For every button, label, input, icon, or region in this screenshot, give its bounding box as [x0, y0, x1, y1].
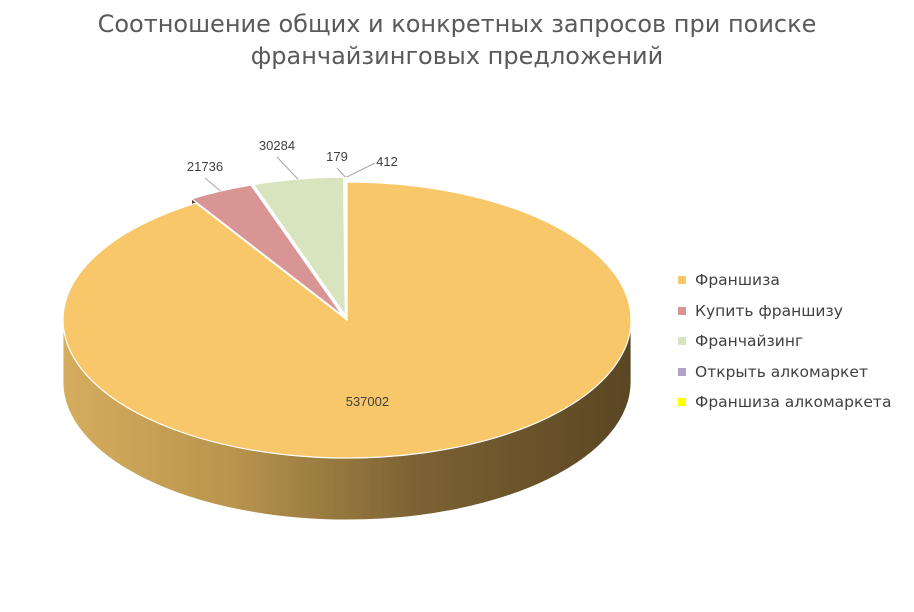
- chart-title-line-1: Соотношение общих и конкретных запросов …: [97, 10, 817, 38]
- data-label: 179: [326, 149, 348, 164]
- legend-label: Франшиза алкомаркета: [695, 393, 892, 412]
- legend-label: Франчайзинг: [695, 332, 804, 351]
- legend-item-franshiza: Франшиза: [678, 265, 891, 296]
- pie-slice: [62, 181, 632, 459]
- data-label: 537002: [346, 394, 389, 409]
- legend-item-franshiza-alkomarketa: Франшиза алкомаркета: [678, 387, 891, 418]
- legend-swatch: [678, 337, 686, 346]
- legend-swatch: [678, 306, 686, 315]
- leader-line: [346, 162, 376, 178]
- legend: Франшиза Купить франшизу Франчайзинг Отк…: [678, 265, 891, 418]
- chart-title: Соотношение общих и конкретных запросов …: [0, 8, 914, 72]
- legend-item-franchayzing: Франчайзинг: [678, 326, 891, 357]
- chart-title-line-2: франчайзинговых предложений: [250, 42, 664, 70]
- data-label: 21736: [187, 159, 223, 174]
- legend-item-kupit-franshizu: Купить франшизу: [678, 296, 891, 327]
- pie-slices: [62, 176, 632, 521]
- legend-item-otkryt-alkomarket: Открыть алкомаркет: [678, 357, 891, 388]
- legend-label: Франшиза: [695, 271, 780, 290]
- pie-slice: [345, 176, 348, 316]
- pie-slice: [190, 184, 344, 317]
- leader-line: [276, 156, 299, 180]
- leader-line: [204, 177, 221, 192]
- data-label: 30284: [259, 138, 295, 153]
- data-label: 412: [376, 154, 398, 169]
- legend-swatch: [678, 276, 686, 285]
- legend-label: Открыть алкомаркет: [695, 362, 868, 381]
- leader-lines: [204, 156, 376, 192]
- legend-swatch: [678, 367, 686, 376]
- legend-label: Купить франшизу: [695, 301, 843, 320]
- data-labels: 537002 21736 30284 179 412: [187, 138, 398, 409]
- legend-swatch: [678, 398, 686, 407]
- leader-line: [336, 167, 346, 178]
- pie-slice: [252, 176, 346, 318]
